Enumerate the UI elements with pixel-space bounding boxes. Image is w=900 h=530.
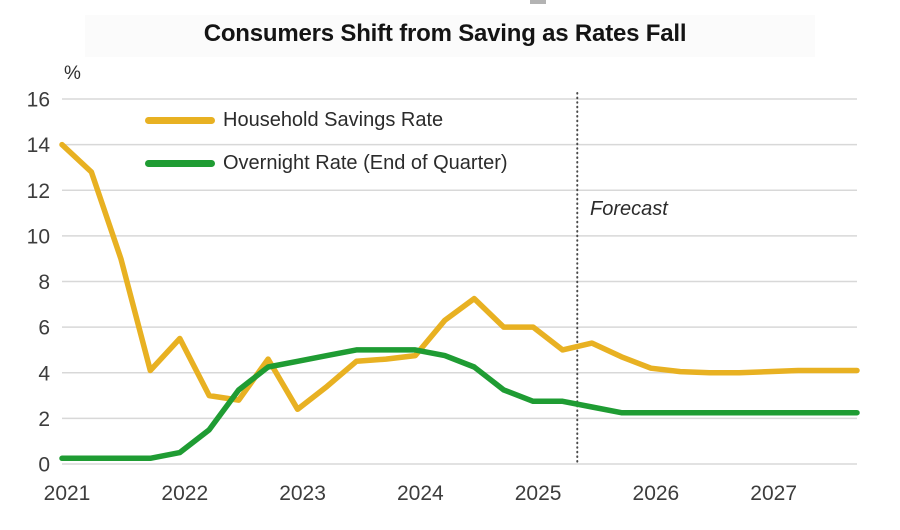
y-tick-label: 12 — [27, 180, 50, 203]
title-band — [85, 15, 815, 57]
legend-item-overnight: Overnight Rate (End of Quarter) — [145, 152, 508, 175]
x-tick-label: 2023 — [279, 482, 326, 505]
y-tick-label: 4 — [38, 362, 50, 385]
y-tick-label: 6 — [38, 317, 50, 340]
x-tick-label: 2021 — [44, 482, 91, 505]
legend-label-overnight: Overnight Rate (End of Quarter) — [223, 152, 508, 174]
overnight-line-swatch-icon — [145, 160, 215, 167]
y-tick-label: 8 — [38, 271, 50, 294]
y-tick-label: 0 — [38, 454, 50, 477]
savings-rate-line — [59, 141, 860, 413]
y-axis-unit-label: % — [64, 63, 81, 84]
x-tick-label: 2026 — [633, 482, 680, 505]
x-tick-label: 2027 — [750, 482, 797, 505]
legend-item-savings: Household Savings Rate — [145, 109, 443, 132]
legend-label-savings: Household Savings Rate — [223, 109, 444, 131]
y-tick-label: 14 — [27, 134, 51, 157]
savings-line-swatch-icon — [145, 117, 215, 124]
y-tick-label: 10 — [27, 225, 50, 248]
x-tick-label: 2024 — [397, 482, 444, 505]
x-tick-label: 2022 — [161, 482, 208, 505]
chart-title: Consumers Shift from Saving as Rates Fal… — [203, 20, 687, 47]
x-tick-label: 2025 — [515, 482, 562, 505]
forecast-annotation-label: Forecast — [590, 198, 668, 220]
overnight-rate-line — [59, 347, 860, 462]
y-tick-label: 2 — [38, 408, 50, 431]
cropped-artifact — [530, 0, 546, 4]
y-tick-label: 16 — [27, 89, 50, 112]
